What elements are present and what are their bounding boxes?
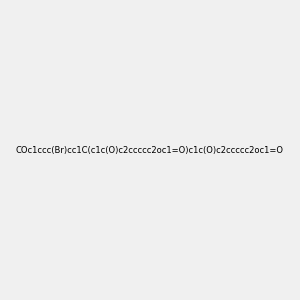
Text: COc1ccc(Br)cc1C(c1c(O)c2ccccc2oc1=O)c1c(O)c2ccccc2oc1=O: COc1ccc(Br)cc1C(c1c(O)c2ccccc2oc1=O)c1c(… — [16, 146, 284, 154]
